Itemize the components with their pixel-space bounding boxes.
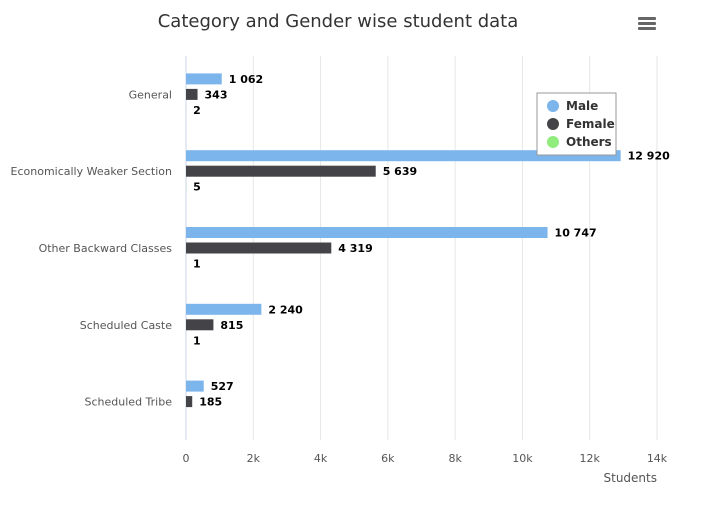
legend-marker-male: [547, 100, 559, 112]
legend-item-female[interactable]: Female: [566, 117, 615, 131]
data-label: 10 747: [555, 227, 597, 240]
x-axis-title: Students: [604, 471, 658, 485]
category-label: Economically Weaker Section: [11, 165, 173, 178]
category-label: General: [129, 88, 172, 101]
category-labels: General Economically Weaker Section Other …: [11, 88, 173, 408]
legend-item-others[interactable]: Others: [566, 135, 612, 149]
legend: Male Female Others: [536, 92, 617, 156]
bar-female[interactable]: [186, 242, 332, 254]
bar-female[interactable]: [186, 396, 193, 408]
bar-male[interactable]: [186, 150, 621, 162]
data-label: 2 240: [268, 303, 303, 316]
legend-item-male[interactable]: Male: [566, 99, 598, 113]
bar-male[interactable]: [186, 303, 262, 315]
data-label: 12 920: [628, 150, 670, 163]
x-tick-label: 4k: [314, 452, 328, 465]
legend-marker-female: [547, 118, 559, 130]
hamburger-menu-icon[interactable]: [638, 17, 656, 30]
data-label: 1: [193, 334, 201, 347]
x-tick-label: 10k: [512, 452, 533, 465]
category-label: Other Backward Classes: [39, 242, 173, 255]
x-tick-label: 2k: [247, 452, 261, 465]
x-tick-label: 12k: [580, 452, 601, 465]
bar-female[interactable]: [186, 88, 198, 100]
data-label: 5: [193, 181, 201, 194]
x-tick-label: 6k: [381, 452, 395, 465]
chart-title: Category and Gender wise student data: [158, 11, 519, 32]
bar-male[interactable]: [186, 380, 204, 392]
data-label: 2: [193, 104, 201, 117]
bar-male[interactable]: [186, 73, 222, 85]
x-axis-ticks: 0 2k 4k 6k 8k 10k 12k 14k: [183, 452, 668, 465]
bars: [186, 73, 621, 408]
data-label: 343: [205, 88, 228, 101]
data-label: 5 639: [383, 165, 417, 178]
bar-female[interactable]: [186, 319, 214, 331]
data-label: 4 319: [338, 242, 372, 255]
x-tick-label: 8k: [448, 452, 462, 465]
context-menu-button[interactable]: [632, 12, 662, 38]
category-label: Scheduled Caste: [80, 319, 172, 332]
x-tick-label: 14k: [647, 452, 668, 465]
legend-marker-others: [547, 136, 559, 148]
bar-male[interactable]: [186, 227, 548, 238]
data-label: 815: [220, 319, 243, 332]
data-label: 527: [211, 380, 234, 393]
data-label: 185: [199, 396, 222, 409]
category-label: Scheduled Tribe: [85, 396, 173, 409]
x-tick-label: 0: [183, 452, 190, 465]
bar-female[interactable]: [186, 165, 376, 177]
data-label: 1 062: [229, 73, 263, 86]
data-label: 1: [193, 258, 201, 271]
